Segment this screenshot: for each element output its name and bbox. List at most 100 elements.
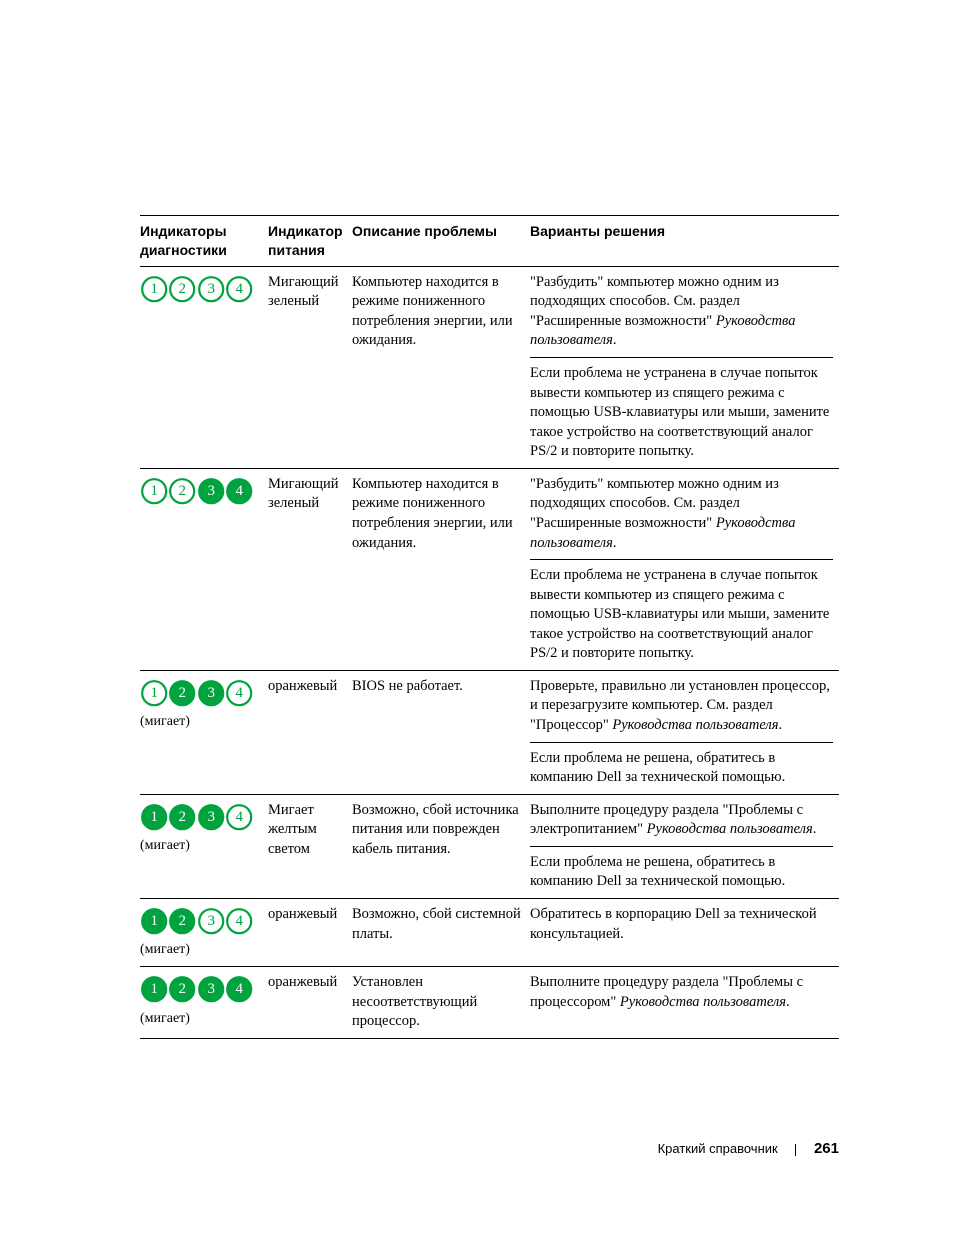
table-row: 1 2 3 4 Мигающий зеленыйКомпьютер находи…: [140, 266, 839, 468]
led-2-icon: 2: [168, 679, 196, 707]
cell-solutions: Проверьте, правильно ли установлен проце…: [530, 670, 839, 794]
header-power: Индикатор питания: [268, 216, 352, 267]
led-row: 1 2 3 4: [140, 803, 262, 831]
cell-indicators: 1 2 3 4 (мигает): [140, 794, 268, 898]
table-row: 1 2 3 4 Мигающий зеленыйКомпьютер находи…: [140, 468, 839, 670]
led-3-icon: 3: [197, 907, 225, 935]
solution-block: Если проблема не решена, обратитесь в ко…: [530, 742, 833, 788]
svg-text:1: 1: [150, 981, 158, 997]
cell-description: Возможно, сбой источника питания или пов…: [352, 794, 530, 898]
solution-block: Если проблема не устранена в случае попы…: [530, 559, 833, 664]
svg-text:1: 1: [150, 809, 158, 825]
table-row: 1 2 3 4 (мигает)оранжевыйУстановлен несо…: [140, 967, 839, 1039]
led-2-icon: 2: [168, 477, 196, 505]
diagnostics-table: Индикаторы диагностики Индикатор питания…: [140, 215, 839, 1039]
footer-title: Краткий справочник: [658, 1141, 778, 1156]
led-1-icon: 1: [140, 477, 168, 505]
svg-text:1: 1: [150, 483, 158, 499]
svg-text:2: 2: [179, 685, 187, 701]
cell-indicators: 1 2 3 4: [140, 468, 268, 670]
led-1-icon: 1: [140, 679, 168, 707]
cell-power: Мигающий зеленый: [268, 468, 352, 670]
svg-text:4: 4: [236, 981, 244, 997]
solution-block: Если проблема не решена, обратитесь в ко…: [530, 846, 833, 892]
header-description: Описание проблемы: [352, 216, 530, 267]
svg-text:3: 3: [207, 913, 215, 929]
cell-solutions: Обратитесь в корпорацию Dell за техничес…: [530, 898, 839, 966]
led-1-icon: 1: [140, 975, 168, 1003]
svg-text:2: 2: [179, 281, 187, 297]
svg-text:1: 1: [150, 913, 158, 929]
header-text: Индикатор: [268, 223, 343, 239]
cell-power: Мигающий зеленый: [268, 266, 352, 468]
italic-reference: Руководства пользователя: [620, 994, 786, 1010]
led-2-icon: 2: [168, 275, 196, 303]
solution-block: Выполните процедуру раздела "Проблемы с …: [530, 973, 833, 1012]
svg-text:2: 2: [179, 809, 187, 825]
led-3-icon: 3: [197, 679, 225, 707]
cell-solutions: "Разбудить" компьютер можно одним из под…: [530, 468, 839, 670]
cell-solutions: Выполните процедуру раздела "Проблемы с …: [530, 967, 839, 1039]
solution-block: "Разбудить" компьютер можно одним из под…: [530, 273, 833, 351]
led-4-icon: 4: [225, 679, 253, 707]
cell-power: оранжевый: [268, 967, 352, 1039]
italic-reference: Руководства пользователя: [530, 515, 795, 551]
cell-indicators: 1 2 3 4 (мигает): [140, 967, 268, 1039]
header-solutions: Варианты решения: [530, 216, 839, 267]
svg-text:4: 4: [236, 281, 244, 297]
cell-power: оранжевый: [268, 670, 352, 794]
svg-text:3: 3: [207, 981, 215, 997]
led-4-icon: 4: [225, 275, 253, 303]
svg-text:2: 2: [179, 981, 187, 997]
cell-power: оранжевый: [268, 898, 352, 966]
indicator-subtext: (мигает): [140, 941, 262, 960]
svg-text:4: 4: [236, 483, 244, 499]
table-body: 1 2 3 4 Мигающий зеленыйКомпьютер находи…: [140, 266, 839, 1038]
led-row: 1 2 3 4: [140, 907, 262, 935]
svg-text:3: 3: [207, 281, 215, 297]
page: Индикаторы диагностики Индикатор питания…: [0, 0, 954, 1235]
table-row: 1 2 3 4 (мигает)оранжевыйBIOS не работае…: [140, 670, 839, 794]
footer-separator: [795, 1144, 796, 1156]
cell-indicators: 1 2 3 4: [140, 266, 268, 468]
led-1-icon: 1: [140, 803, 168, 831]
indicator-subtext: (мигает): [140, 713, 262, 732]
led-1-icon: 1: [140, 275, 168, 303]
header-text: Описание проблемы: [352, 223, 497, 239]
led-3-icon: 3: [197, 275, 225, 303]
led-3-icon: 3: [197, 975, 225, 1003]
svg-text:1: 1: [150, 281, 158, 297]
italic-reference: Руководства пользователя: [530, 313, 795, 349]
led-row: 1 2 3 4: [140, 679, 262, 707]
cell-description: BIOS не работает.: [352, 670, 530, 794]
solution-block: "Разбудить" компьютер можно одним из под…: [530, 475, 833, 553]
svg-text:4: 4: [236, 685, 244, 701]
cell-solutions: "Разбудить" компьютер можно одним из под…: [530, 266, 839, 468]
led-4-icon: 4: [225, 975, 253, 1003]
svg-text:1: 1: [150, 685, 158, 701]
led-4-icon: 4: [225, 803, 253, 831]
svg-text:2: 2: [179, 913, 187, 929]
page-number: 261: [814, 1140, 839, 1157]
cell-indicators: 1 2 3 4 (мигает): [140, 670, 268, 794]
svg-text:2: 2: [179, 483, 187, 499]
svg-text:4: 4: [236, 913, 244, 929]
led-4-icon: 4: [225, 477, 253, 505]
solution-block: Проверьте, правильно ли установлен проце…: [530, 677, 833, 736]
page-footer: Краткий справочник 261: [658, 1140, 839, 1157]
solution-block: Выполните процедуру раздела "Проблемы с …: [530, 801, 833, 840]
solution-block: Обратитесь в корпорацию Dell за техничес…: [530, 905, 833, 944]
table-header-row: Индикаторы диагностики Индикатор питания…: [140, 216, 839, 267]
cell-description: Компьютер находится в режиме пониженного…: [352, 468, 530, 670]
led-2-icon: 2: [168, 975, 196, 1003]
svg-text:3: 3: [207, 809, 215, 825]
solution-block: Если проблема не устранена в случае попы…: [530, 357, 833, 462]
svg-text:3: 3: [207, 685, 215, 701]
header-text: диагностики: [140, 242, 227, 258]
cell-description: Установлен несоответствующий процессор.: [352, 967, 530, 1039]
header-text: питания: [268, 242, 325, 258]
table-row: 1 2 3 4 (мигает)Мигает желтым светомВозм…: [140, 794, 839, 898]
led-4-icon: 4: [225, 907, 253, 935]
led-row: 1 2 3 4: [140, 477, 262, 505]
cell-description: Возможно, сбой системной платы.: [352, 898, 530, 966]
